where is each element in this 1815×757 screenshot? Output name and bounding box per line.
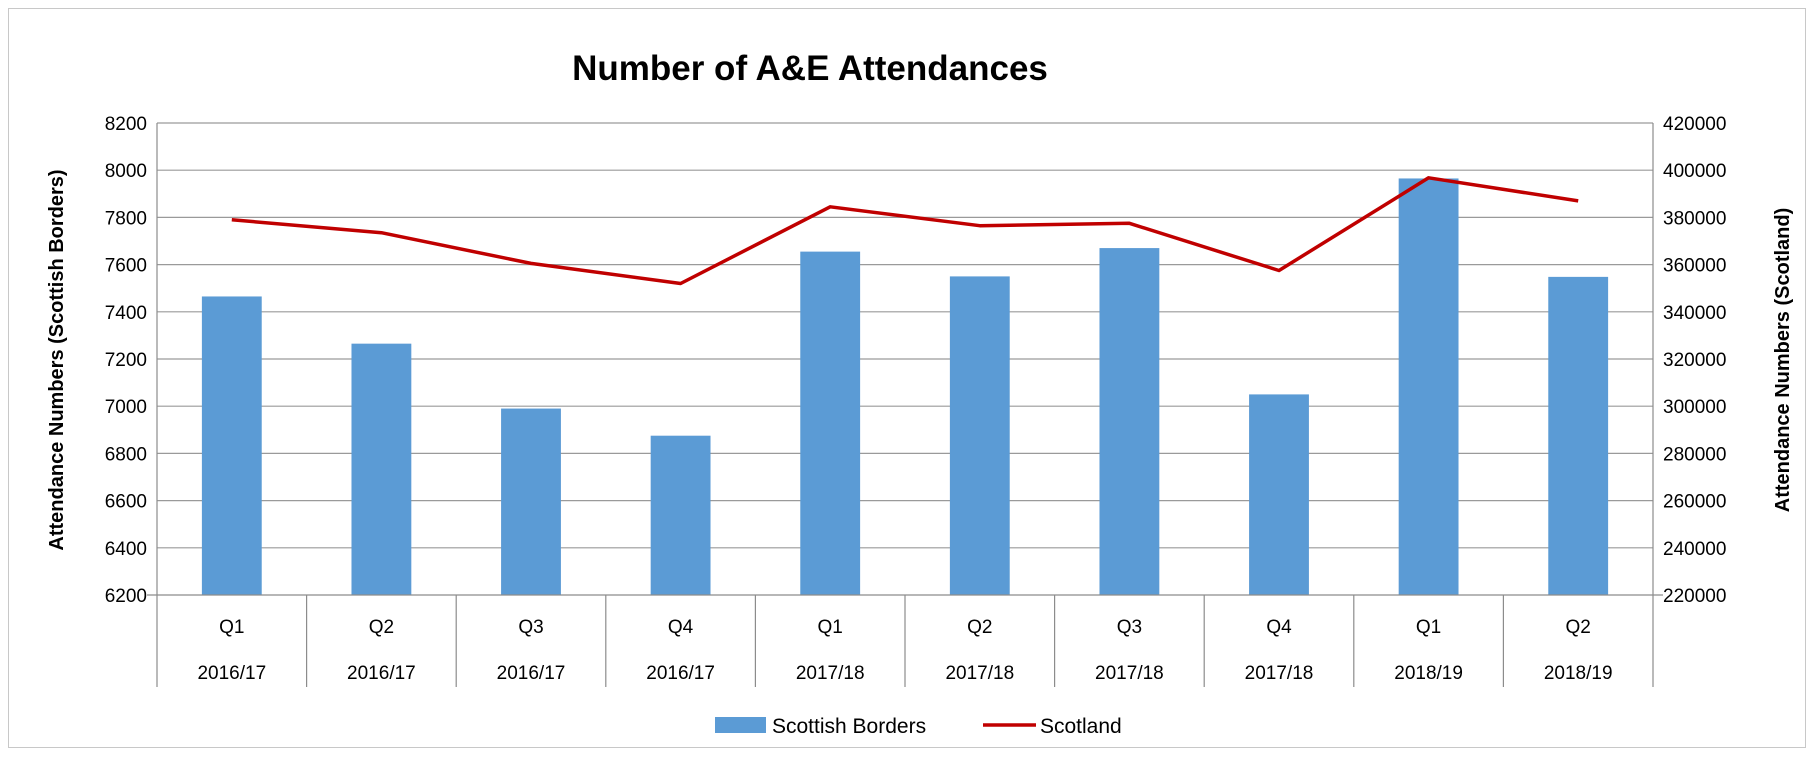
right-tick-label: 320000 [1663,350,1726,371]
bar [351,343,412,595]
left-axis-ticks: 6200 6400 6600 6800 7000 7200 7400 7600 7800 8000… [105,114,147,607]
right-tick-label: 300000 [1663,397,1726,418]
x-label-quarter: Q2 [967,617,992,638]
bar [1249,394,1309,595]
bar [201,296,262,595]
bar [1398,178,1459,595]
legend-label-scotland: Scotland [1040,715,1122,738]
bar-series [201,178,1609,595]
x-label-year: 2018/19 [1544,663,1613,684]
x-label-year: 2016/17 [497,663,566,684]
chart-frame [8,8,1806,748]
legend-swatch-scottish-borders [715,717,766,733]
x-label-quarter: Q2 [1566,617,1591,638]
x-label-quarter: Q4 [1266,617,1292,638]
left-tick-label: 6400 [105,539,147,560]
x-label-year: 2017/18 [1095,663,1164,684]
line-series [231,176,1579,286]
x-label-quarter: Q2 [369,617,394,638]
left-tick-label: 7400 [105,303,147,324]
x-label-quarter: Q4 [668,617,694,638]
bar [501,408,561,595]
x-label-quarter: Q3 [1117,617,1142,638]
bar [1548,276,1609,595]
legend-label-scottish-borders: Scottish Borders [772,715,926,738]
bar [650,435,711,595]
x-label-year: 2016/17 [646,663,715,684]
left-tick-label: 7000 [105,397,147,418]
x-label-year: 2017/18 [796,663,865,684]
right-axis-title: Attendance Numbers (Scotland) [1772,208,1794,512]
left-tick-label: 6200 [105,586,147,607]
right-tick-label: 380000 [1663,208,1726,229]
axes [147,123,1663,687]
right-tick-label: 220000 [1663,586,1726,607]
left-tick-label: 7800 [105,208,147,229]
left-axis-title: Attendance Numbers (Scottish Borders) [46,169,68,550]
left-tick-label: 6600 [105,492,147,513]
x-label-quarter: Q1 [818,617,843,638]
bar [949,276,1010,595]
bar [1099,248,1160,595]
right-tick-label: 400000 [1663,161,1726,182]
x-axis-labels: Q1 2016/17 Q2 2016/17 Q3 2016/17 Q4 2016/17 Q1 20… [197,617,1612,684]
chart-title: Number of A&E Attendances [572,49,1048,88]
x-label-year: 2017/18 [1245,663,1314,684]
left-tick-label: 6800 [105,444,147,465]
right-tick-label: 280000 [1663,444,1726,465]
x-label-quarter: Q3 [518,617,543,638]
x-label-quarter: Q1 [1416,617,1441,638]
x-label-quarter: Q1 [219,617,244,638]
x-label-year: 2017/18 [945,663,1014,684]
bar [800,251,861,595]
right-axis-ticks: 220000 240000 260000 280000 300000 320000 3400… [1663,114,1726,607]
right-tick-label: 260000 [1663,492,1726,513]
x-label-year: 2018/19 [1394,663,1463,684]
right-tick-label: 240000 [1663,539,1726,560]
left-tick-label: 7200 [105,350,147,371]
right-tick-label: 340000 [1663,303,1726,324]
left-tick-label: 7600 [105,256,147,277]
right-tick-label: 360000 [1663,256,1726,277]
left-tick-label: 8200 [105,114,147,135]
legend: Scottish Borders Scotland [715,715,1122,738]
scotland-line [231,176,1579,286]
left-tick-label: 8000 [105,161,147,182]
right-tick-label: 420000 [1663,114,1726,135]
x-label-year: 2016/17 [347,663,416,684]
x-label-year: 2016/17 [197,663,266,684]
